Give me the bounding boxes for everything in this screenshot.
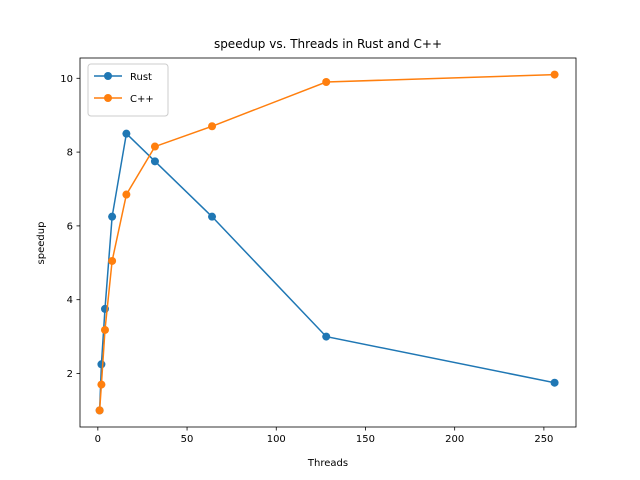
x-tick-label-0: 0: [95, 434, 101, 445]
x-tick-label-2: 100: [267, 434, 286, 445]
data-point-1-2: [100, 325, 109, 334]
y-axis-label: speedup: [36, 222, 47, 265]
data-point-0-1: [97, 360, 106, 369]
plot-area: 0 50 100 150 200 250 2 4 6 8 10: [60, 57, 577, 445]
x-axis-label: Threads: [307, 458, 348, 469]
x-tick-label-3: 150: [356, 434, 375, 445]
plot-frame: [79, 57, 577, 428]
chart-title: speedup vs. Threads in Rust and C++: [214, 37, 442, 51]
data-point-0-4: [122, 129, 131, 138]
data-point-1-4: [122, 190, 131, 199]
data-point-0-7: [322, 332, 331, 341]
data-point-0-6: [208, 212, 217, 221]
data-point-1-0: [95, 406, 104, 415]
x-tick-label-1: 50: [181, 434, 194, 445]
data-point-1-5: [150, 142, 159, 151]
data-point-1-8: [550, 70, 559, 79]
y-tick-label-0: 2: [67, 369, 73, 380]
legend-marker-0: [104, 72, 112, 80]
legend-marker-1: [104, 94, 112, 102]
y-tick-label-2: 6: [67, 221, 73, 232]
data-point-0-3: [108, 212, 117, 221]
legend: Rust C++: [87, 63, 169, 117]
data-point-1-1: [97, 380, 106, 389]
data-point-0-5: [150, 157, 159, 166]
y-tick-label-3: 8: [67, 148, 73, 159]
data-point-1-6: [208, 122, 217, 131]
legend-label-0: Rust: [130, 72, 152, 83]
data-point-1-3: [108, 256, 117, 265]
x-tick-label-4: 200: [445, 434, 464, 445]
y-tick-label-1: 4: [67, 295, 73, 306]
data-point-1-7: [322, 77, 331, 86]
series-1: [95, 70, 559, 415]
x-tick-label-5: 250: [534, 434, 553, 445]
legend-label-1: C++: [130, 94, 154, 105]
y-tick-label-4: 10: [60, 74, 73, 85]
legend-box: [87, 63, 169, 117]
data-point-0-8: [550, 378, 559, 387]
